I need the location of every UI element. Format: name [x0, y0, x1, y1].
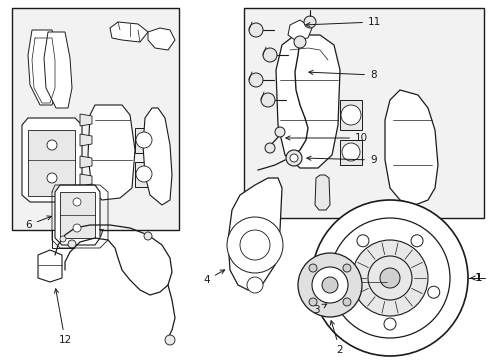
Text: 6: 6 — [25, 216, 51, 230]
Circle shape — [367, 256, 411, 300]
Circle shape — [289, 154, 297, 162]
Polygon shape — [38, 250, 62, 282]
Bar — [52, 230, 74, 248]
Polygon shape — [142, 108, 172, 205]
Circle shape — [248, 73, 263, 87]
Circle shape — [264, 143, 274, 153]
Bar — [339, 140, 361, 165]
Text: 12: 12 — [54, 289, 71, 345]
Text: 5: 5 — [0, 359, 1, 360]
Circle shape — [379, 268, 399, 288]
Circle shape — [308, 298, 316, 306]
Circle shape — [351, 240, 427, 316]
Circle shape — [383, 318, 395, 330]
Text: 2: 2 — [330, 321, 343, 355]
Circle shape — [311, 200, 467, 356]
Text: 9: 9 — [306, 155, 376, 165]
Circle shape — [136, 166, 152, 182]
Text: 10: 10 — [285, 133, 367, 143]
Circle shape — [311, 267, 347, 303]
Circle shape — [47, 173, 57, 183]
Circle shape — [73, 198, 81, 206]
Circle shape — [246, 277, 263, 293]
Text: 8: 8 — [308, 70, 376, 80]
Text: 1: 1 — [475, 273, 481, 283]
Bar — [135, 162, 153, 187]
Polygon shape — [55, 185, 100, 245]
Text: 7: 7 — [97, 229, 103, 239]
Circle shape — [304, 16, 315, 28]
Polygon shape — [60, 192, 95, 238]
Bar — [361, 278, 386, 286]
Bar — [244, 8, 483, 218]
Circle shape — [263, 48, 276, 62]
Circle shape — [164, 335, 175, 345]
Circle shape — [342, 264, 350, 272]
Circle shape — [240, 230, 269, 260]
Polygon shape — [80, 174, 92, 186]
Circle shape — [285, 150, 302, 166]
Circle shape — [340, 286, 351, 298]
Bar — [12, 8, 179, 230]
Circle shape — [73, 224, 81, 232]
Circle shape — [226, 217, 283, 273]
Circle shape — [261, 93, 274, 107]
Circle shape — [427, 286, 439, 298]
Circle shape — [47, 140, 57, 150]
Circle shape — [329, 218, 449, 338]
Circle shape — [248, 23, 263, 37]
Bar — [339, 100, 361, 130]
Polygon shape — [80, 134, 92, 146]
Circle shape — [340, 105, 360, 125]
Polygon shape — [88, 105, 135, 200]
Polygon shape — [28, 130, 75, 196]
Polygon shape — [28, 30, 58, 105]
Circle shape — [297, 253, 361, 317]
Polygon shape — [22, 118, 82, 202]
Circle shape — [341, 143, 359, 161]
Circle shape — [308, 264, 316, 272]
Polygon shape — [44, 32, 72, 108]
Polygon shape — [80, 114, 92, 126]
Circle shape — [410, 235, 422, 247]
Polygon shape — [287, 20, 311, 40]
Circle shape — [68, 240, 76, 248]
Polygon shape — [314, 175, 329, 210]
Circle shape — [342, 298, 350, 306]
Text: 4: 4 — [203, 270, 224, 285]
Polygon shape — [227, 178, 282, 290]
Circle shape — [293, 36, 305, 48]
Text: 3: 3 — [313, 304, 326, 315]
Text: 1: 1 — [470, 273, 481, 283]
Circle shape — [60, 236, 66, 242]
Text: 11: 11 — [305, 17, 381, 27]
Polygon shape — [148, 28, 175, 50]
Polygon shape — [80, 156, 92, 168]
Circle shape — [136, 132, 152, 148]
Bar — [135, 128, 153, 153]
Polygon shape — [110, 22, 148, 42]
Polygon shape — [275, 35, 339, 168]
Circle shape — [274, 127, 285, 137]
Circle shape — [143, 232, 152, 240]
Circle shape — [321, 277, 337, 293]
Polygon shape — [384, 90, 437, 205]
Circle shape — [356, 235, 368, 247]
